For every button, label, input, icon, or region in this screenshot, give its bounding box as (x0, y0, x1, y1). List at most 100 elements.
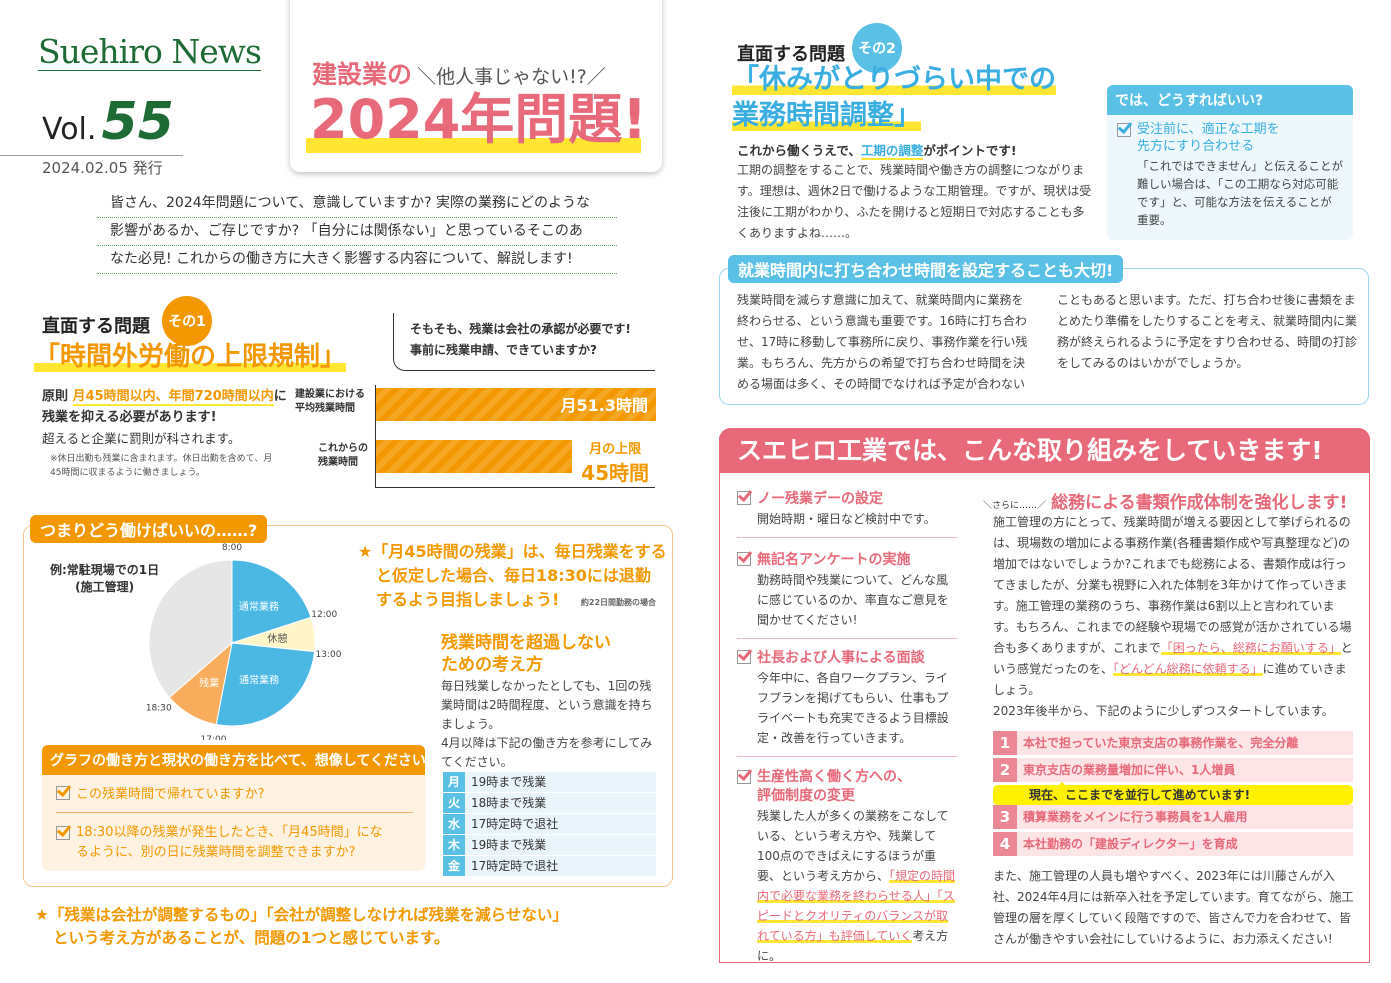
rule-line2: 残業を抑える必要があります! (42, 410, 217, 425)
star-text: と仮定した場合、毎日18:30には退勤 (376, 566, 651, 585)
progress-note: 現在、ここまでを並行して進めています! (993, 785, 1353, 805)
more-body: 施工管理の方にとって、残業時間が増える要因として挙げられるのは、現場数の増加によ… (993, 515, 1353, 718)
problem1-label: 直面する問題 (42, 316, 150, 337)
bar-limit (376, 440, 573, 473)
week-row: 水 17時定時で退社 (443, 814, 656, 834)
step-text: 本社勤務の「建設ディレクター」を育成 (1023, 837, 1238, 851)
closing-text: という考え方があることが、問題の1つと感じています。 (53, 929, 450, 947)
more-label: ＼さらに……／ (983, 501, 1047, 511)
day-label: 水 (443, 814, 465, 834)
problem2-label: 直面する問題 (737, 44, 845, 65)
bar-label: これからの残業時間 (318, 443, 368, 468)
bar-average: 月51.3時間 (376, 388, 656, 421)
star-text: するよう目指しましょう! (376, 590, 560, 609)
step-number: 3 (993, 805, 1017, 829)
pie-label: 残業 (199, 677, 219, 690)
vol-number: 55 (101, 92, 174, 152)
bubble-line: そもそも、残業は会社の承認が必要です! (410, 322, 631, 336)
day-label: 金 (443, 856, 465, 876)
pie-tick: 18:30 (146, 704, 172, 714)
day-plan: 19時まで残業 (471, 775, 547, 789)
problem2-title: 「休みがとりづらい中での (732, 64, 1056, 95)
limit-value: 45時間 (581, 461, 649, 485)
day-plan: 19時まで残業 (471, 838, 547, 852)
headline-title: 2024年問題! (310, 88, 647, 151)
step-text: 本社で担っていた東京支店の事務作業を、完全分離 (1023, 736, 1299, 750)
compare-title: グラフの働き方と現状の働き方を比べて、想像してください (42, 745, 425, 775)
bubble-line: 事前に残業申請、できていますか? (410, 343, 597, 357)
headline-aside: ＼他人事じゃない!?／ (417, 66, 606, 88)
bar-chart: 月51.3時間 月の上限 45時間 (375, 385, 656, 488)
pie-label: 通常業務 (239, 600, 279, 613)
divider (0, 155, 183, 156)
volume: Vol. 55 (42, 92, 174, 152)
initiative-item: ノー残業デーの設定 開始時期・曜日など検討中です。 (737, 490, 957, 538)
problem1-title-text: 「時間外労働の上限規制」 (34, 342, 347, 372)
bar-value-label: 月51.3時間 (560, 396, 648, 415)
week-row: 月 19時まで残業 (443, 772, 656, 792)
week-row: 火 18時まで残業 (443, 793, 656, 813)
weekly-plan: 月 19時まで残業火 18時まで残業水 17時定時で退社木 19時まで残業金 17時定時で… (443, 772, 656, 877)
pie-tick: 17:00 (201, 735, 227, 740)
issue-date: 2024.02.05 発行 (42, 159, 163, 177)
howto-tab: つまりどう働けばいいの……? (30, 515, 268, 543)
check-item: この残業時間で帰れていますか? (56, 783, 413, 813)
problem1-title: 「時間外労働の上限規制」 (34, 336, 347, 373)
initiative-item: 生産性高く働く方への、評価制度の変更 残業した人が多くの業務をこなしている、という… (737, 768, 957, 974)
penalty-text: 超えると企業に罰則が科されます。 (42, 431, 241, 446)
more-title: 総務による書類作成体制を強化します! (1051, 493, 1348, 513)
step-number: 4 (993, 832, 1017, 856)
problem2-lead: これから働くうえで、工期の調整がポイントです! (737, 143, 1017, 160)
step-item: 3 積算業務をメインに行う事務員を1人雇用 (993, 805, 1353, 829)
meeting-col1: 残業時間を減らす意識に加えて、就業時間内に業務を終わらせる、という意識も重要です… (737, 293, 1028, 391)
step-text: 積算業務をメインに行う事務員を1人雇用 (1023, 810, 1248, 824)
day-plan: 17時定時で退社 (471, 859, 559, 873)
note-text: ※休日出勤も残業に含まれます。休日出勤を含めて、月45時間に収まるように働きまし… (50, 454, 273, 478)
howto-box (23, 525, 673, 887)
pie-tick: 13:00 (315, 650, 341, 660)
week-row: 木 19時まで残業 (443, 835, 656, 855)
speech-bubble: そもそも、残業は会社の承認が必要です! 事前に残業申請、できていますか? (393, 313, 655, 371)
solution-body: 「これではできません」と伝えることが難しい場合は、「この工期なら対応可能です」と… (1137, 159, 1343, 227)
meeting-tab: 就業時間内に打ち合わせ時間を設定することも大切! (728, 255, 1124, 283)
step-number: 1 (993, 731, 1017, 755)
pie-tick: 8:00 (222, 543, 242, 553)
problem2-body: 工期の調整をすることで、残業時間や働き方の調整につながります。理想は、週休2日で… (737, 163, 1092, 240)
intro-line: なた必見! これからの働き方に大きく影響する内容について、解説します! (97, 246, 617, 274)
pie-label: 通常業務 (239, 674, 279, 687)
initiatives-title: スエヒロ工業では、こんな取り組みをしていきます! (719, 428, 1370, 473)
logo: Suehiro News (38, 32, 262, 71)
rule-text: 原則 月45時間以内、年間720時間以内に (42, 389, 287, 406)
example-label: 例:常駐現場での1日 (50, 563, 160, 577)
step-item: 2 東京支店の業務量増加に伴い、1人増員 (993, 758, 1353, 782)
bar-label: 建設業における平均残業時間 (295, 389, 365, 414)
step-number: 2 (993, 758, 1017, 782)
step-list: 1 本社で担っていた東京支店の事務作業を、完全分離 2 東京支店の業務量増加に伴い、1… (993, 731, 1353, 859)
think-title: ための考え方 (441, 655, 543, 675)
headline-card: 建設業の ＼他人事じゃない!?／ 2024年問題! (290, 0, 662, 172)
day-label: 火 (443, 793, 465, 813)
headline-lead: 建設業の (312, 60, 413, 89)
pie-slice (148, 559, 233, 699)
limit-caption: 月の上限 (589, 442, 642, 457)
pie-label: 休憩 (267, 632, 287, 645)
day-plan: 17時定時で退社 (471, 817, 559, 831)
think-title: 残業時間を超過しない (441, 633, 611, 653)
star-text: ★「月45時間の残業」は、毎日残業をする (358, 542, 667, 561)
think-body: 毎日残業しなかったとしても、1回の残業時間は2時間程度、という意識を持ちましょう… (441, 679, 653, 731)
day-label: 月 (443, 772, 465, 792)
compare-box: グラフの働き方と現状の働き方を比べて、想像してください この残業時間で帰れていま… (42, 745, 425, 871)
solution-check: 受注前に、適正な工期を先方にすり合わせる (1117, 121, 1343, 155)
step-text: 東京支店の業務量増加に伴い、1人増員 (1023, 763, 1236, 777)
day-plan: 18時まで残業 (471, 796, 547, 810)
think-body: 4月以降は下記の働き方を参考にしてみてください。 (441, 736, 653, 769)
pie-tick: 12:00 (311, 610, 337, 620)
initiative-item: 社長および人事による面談 今年中に、各自ワークプラン、ライフプランを掲げてもらい、… (737, 649, 957, 757)
solution-title: では、どうすればいい? (1107, 85, 1353, 115)
day-label: 木 (443, 835, 465, 855)
meeting-col2: こともあると思います。ただ、打ち合わせ後に書類をまとめたり準備をしたりすることを… (1057, 293, 1358, 370)
star-note: 約22日間勤務の場合 (580, 598, 657, 607)
closing-text: ★「残業は会社が調整するもの」「会社が調整しなければ残業を減らせない」 (35, 906, 568, 924)
pie-slice (231, 559, 312, 644)
solution-box: では、どうすればいい? 受注前に、適正な工期を先方にすり合わせる 「これではでき… (1107, 85, 1353, 240)
